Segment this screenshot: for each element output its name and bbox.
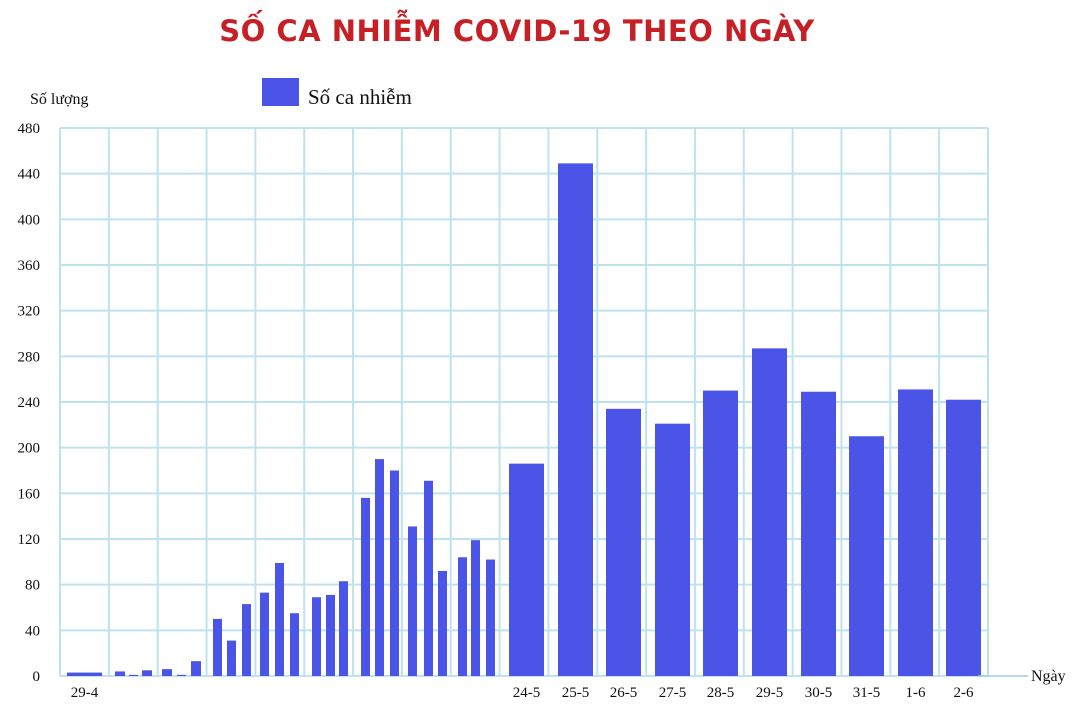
- bar: [458, 557, 467, 676]
- x-tick-label: 29-5: [756, 685, 784, 701]
- legend-label: Số ca nhiễm: [308, 85, 412, 109]
- bar: [67, 672, 102, 676]
- bar: [486, 559, 495, 676]
- legend-swatch: [262, 78, 299, 106]
- y-tick-label: 480: [18, 121, 41, 137]
- bar: [115, 671, 125, 676]
- bar: [339, 581, 348, 676]
- bar: [424, 480, 433, 676]
- x-tick-labels: 29-4 24-5 25-5 26-5 27-5 28-5 29-5 30-5 31-5 1-6 2…: [71, 685, 974, 701]
- x-tick-label: 28-5: [707, 685, 735, 701]
- bar: [946, 399, 981, 676]
- bar: [227, 640, 236, 676]
- bar: [142, 670, 152, 676]
- bar: [213, 618, 222, 676]
- y-axis-label: Số lượng: [30, 91, 88, 108]
- y-tick-label: 0: [33, 669, 41, 685]
- bar: [129, 674, 138, 676]
- bar: [290, 613, 299, 676]
- x-tick-label: 2-6: [954, 685, 974, 701]
- bar: [326, 594, 335, 676]
- bar: [242, 604, 251, 676]
- grid: [59, 127, 989, 677]
- bar: [312, 597, 321, 676]
- x-tick-label: 31-5: [853, 685, 881, 701]
- x-tick-label: 26-5: [610, 685, 638, 701]
- y-tick-label: 320: [18, 304, 41, 320]
- bar: [752, 348, 787, 676]
- bar: [703, 390, 738, 676]
- bar: [361, 497, 370, 676]
- bar: [471, 540, 480, 676]
- y-tick-label: 160: [18, 486, 41, 502]
- x-axis-label: Ngày: [1031, 668, 1066, 685]
- bar: [655, 423, 690, 676]
- bar: [801, 391, 836, 676]
- bar: [191, 661, 201, 676]
- y-tick-label: 200: [18, 441, 41, 457]
- y-tick-label: 440: [18, 167, 41, 183]
- y-tick-label: 400: [18, 212, 41, 228]
- y-tick-label: 80: [25, 578, 40, 594]
- y-tick-label: 40: [25, 623, 40, 639]
- bar: [177, 674, 186, 676]
- bar: [849, 436, 884, 676]
- bar: [509, 463, 544, 676]
- y-tick-label: 240: [18, 395, 41, 411]
- x-tick-label: 1-6: [906, 685, 926, 701]
- bar: [438, 570, 447, 676]
- x-tick-label: 29-4: [71, 685, 99, 701]
- x-tick-label: 24-5: [513, 685, 541, 701]
- bar: [898, 389, 933, 676]
- bar: [606, 408, 641, 676]
- y-tick-label: 280: [18, 349, 41, 365]
- bar: [558, 163, 593, 676]
- bar: [408, 526, 417, 676]
- y-tick-labels: 0 40 80 120 160 200 240 280 320 360 400 440 480: [18, 121, 41, 685]
- y-tick-label: 120: [18, 532, 41, 548]
- x-tick-label: 25-5: [562, 685, 590, 701]
- y-tick-label: 360: [18, 258, 41, 274]
- x-tick-label: 27-5: [659, 685, 687, 701]
- bars: [67, 163, 981, 676]
- bar: [375, 459, 384, 676]
- bar: [390, 470, 399, 676]
- x-tick-label: 30-5: [805, 685, 833, 701]
- chart-title: SỐ CA NHIỄM COVID-19 THEO NGÀY: [219, 14, 815, 48]
- bar: [260, 592, 269, 676]
- bar: [162, 669, 172, 676]
- bar: [275, 562, 284, 676]
